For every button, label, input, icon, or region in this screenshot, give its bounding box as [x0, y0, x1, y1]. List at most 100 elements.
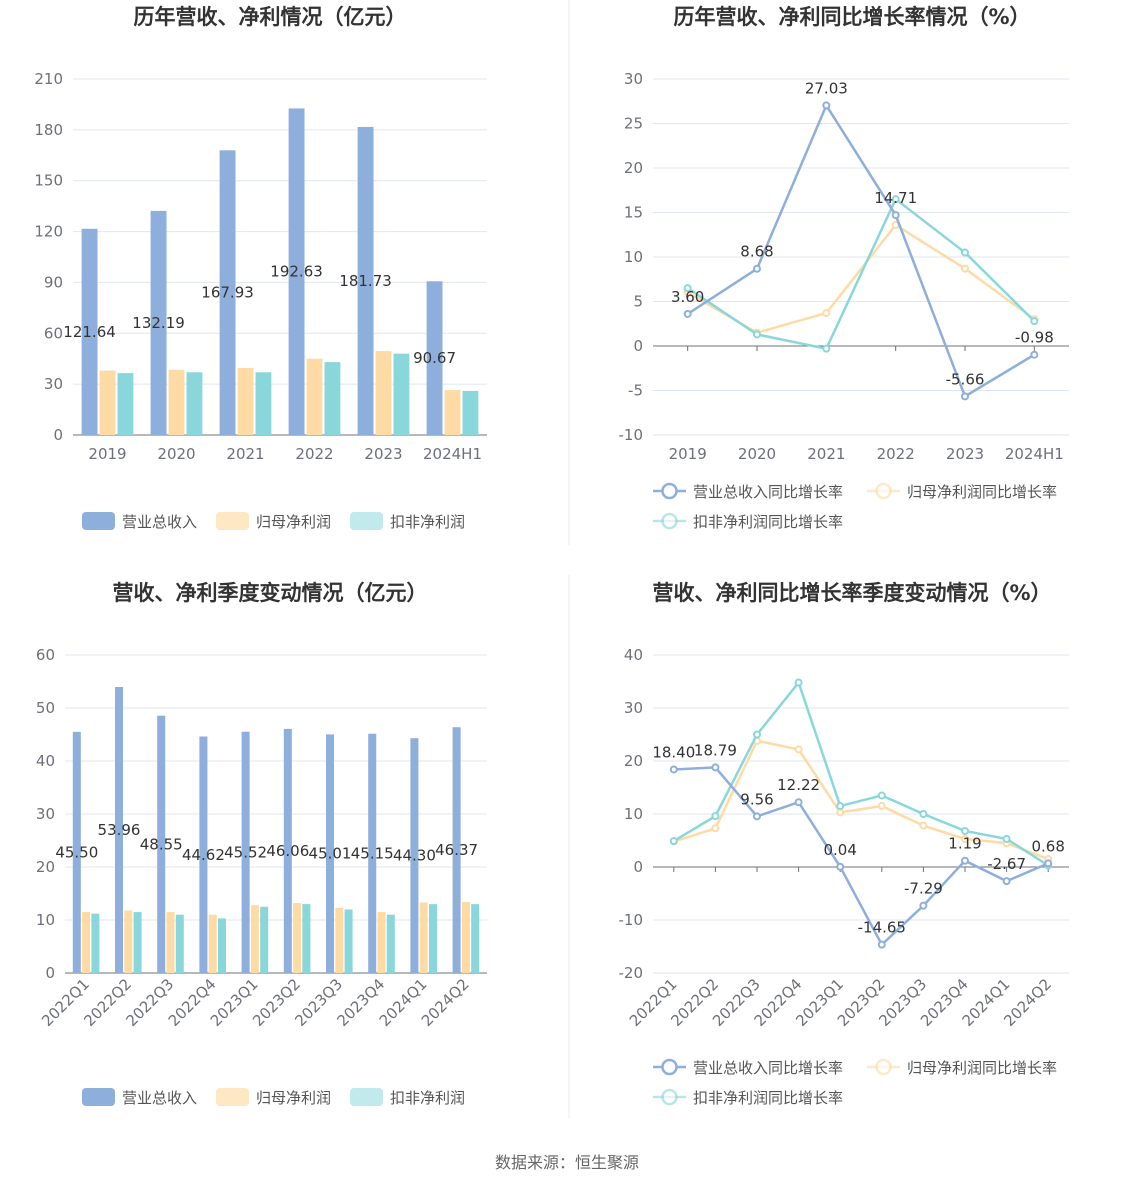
- bar: [452, 727, 461, 973]
- y-tick-label: 25: [624, 115, 643, 133]
- bar-value-label: 45.15: [351, 844, 394, 862]
- data-point: [961, 264, 969, 273]
- bar-value-label: 45.50: [55, 843, 98, 861]
- bar: [117, 373, 134, 435]
- bar: [375, 351, 392, 435]
- data-point: [1002, 877, 1011, 886]
- data-point: [683, 284, 692, 293]
- series-line: [673, 739, 1049, 861]
- bar: [219, 150, 236, 435]
- bar-value-label: 192.63: [270, 263, 323, 281]
- x-tick-label: 2024H1: [1005, 445, 1064, 463]
- y-tick-label: 180: [34, 121, 63, 139]
- bar: [82, 912, 91, 973]
- bar: [357, 126, 374, 435]
- y-tick-label: 60: [36, 646, 55, 664]
- data-point: [1044, 859, 1053, 868]
- y-tick-label: 20: [36, 858, 55, 876]
- y-tick-label: 10: [624, 805, 643, 823]
- bar-value-label: 46.06: [266, 842, 309, 860]
- x-tick-label: 2020: [157, 445, 195, 463]
- bar: [237, 368, 254, 435]
- x-tick-label: 2020: [738, 445, 776, 463]
- legend-label: 营业总收入: [122, 513, 197, 531]
- legend-swatch-marker: [661, 1088, 678, 1106]
- data-point: [669, 837, 678, 846]
- legend-swatch-marker: [875, 1058, 892, 1076]
- data-point: [1030, 317, 1039, 326]
- legend-swatch-marker: [875, 482, 892, 500]
- bar: [241, 731, 250, 973]
- bar: [428, 904, 437, 973]
- data-point: [683, 309, 692, 318]
- point-value-label: 12.22: [777, 776, 820, 794]
- y-tick-label: 0: [45, 964, 55, 982]
- legend-swatch: [82, 512, 115, 530]
- chart-title: 历年营收、净利情况（亿元）: [134, 5, 407, 29]
- data-point: [794, 745, 803, 754]
- legend-label: 归母净利润同比增长率: [907, 483, 1057, 501]
- legend-swatch-marker: [661, 512, 678, 530]
- bar: [326, 734, 335, 973]
- data-point: [794, 678, 803, 687]
- data-point: [836, 808, 845, 817]
- bar: [368, 733, 377, 973]
- y-tick-label: 5: [633, 293, 643, 311]
- chart-title: 历年营收、净利同比增长率情况（%）: [673, 5, 1030, 29]
- bar-value-label: 45.52: [224, 843, 267, 861]
- legend-label: 营业总收入: [122, 1089, 197, 1107]
- legend-label: 营业总收入同比增长率: [693, 483, 843, 501]
- data-point: [919, 821, 928, 830]
- bar: [410, 738, 419, 973]
- data-point: [822, 344, 831, 353]
- y-tick-label: 10: [624, 248, 643, 266]
- bar: [302, 904, 311, 973]
- bar: [461, 901, 470, 973]
- y-tick-label: 30: [36, 805, 55, 823]
- y-tick-label: -5: [628, 382, 643, 400]
- bar-value-label: 167.93: [201, 284, 254, 302]
- bar: [81, 228, 98, 435]
- data-point: [836, 862, 845, 871]
- bar: [471, 904, 480, 973]
- bar: [168, 369, 185, 435]
- data-point: [891, 195, 900, 204]
- y-tick-label: 15: [624, 204, 643, 222]
- data-point: [836, 802, 845, 811]
- y-tick-label: 40: [624, 646, 643, 664]
- bar: [199, 736, 208, 973]
- data-point: [919, 810, 928, 818]
- data-point: [753, 264, 761, 273]
- bar-value-label: 48.55: [140, 835, 183, 853]
- bar: [444, 390, 461, 435]
- point-value-label: 1.19: [948, 835, 981, 853]
- point-value-label: 3.60: [671, 288, 704, 306]
- y-tick-label: 210: [34, 70, 63, 88]
- bar: [288, 108, 305, 435]
- y-tick-label: 20: [624, 159, 643, 177]
- bar: [426, 281, 443, 435]
- bar-value-label: 90.67: [413, 349, 456, 367]
- annual-growth-chart: 历年营收、净利同比增长率情况（%） -10 -5 0 5 10 15 20 25 30 2019 20…: [619, 5, 1069, 531]
- data-point: [961, 392, 969, 401]
- legend-label: 归母净利润: [256, 513, 331, 531]
- x-tick-label: 2021: [226, 445, 264, 463]
- x-tick-label: 2024H1: [423, 445, 482, 463]
- y-tick-label: 60: [44, 324, 63, 342]
- bar-value-label: 53.96: [98, 821, 141, 839]
- bar-value-label: 181.73: [339, 272, 392, 290]
- bar: [115, 687, 124, 973]
- data-point: [711, 812, 720, 821]
- point-value-label: 0.04: [823, 841, 856, 859]
- bar: [150, 210, 167, 435]
- bar: [344, 909, 353, 973]
- legend-label: 扣非净利润同比增长率: [693, 513, 843, 531]
- bar: [283, 728, 292, 973]
- bar: [386, 914, 395, 973]
- bar-value-label: 44.30: [393, 847, 436, 865]
- chart-title: 营收、净利季度变动情况（亿元）: [113, 581, 428, 605]
- series-line: [686, 197, 1036, 351]
- bar: [377, 912, 386, 973]
- y-tick-label: 120: [34, 223, 63, 241]
- y-tick-label: -10: [619, 426, 644, 444]
